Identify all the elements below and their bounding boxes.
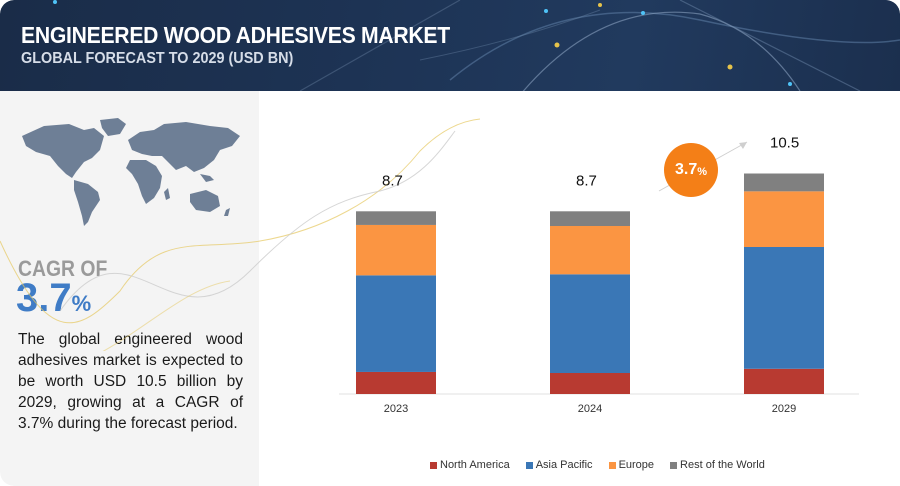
bar-segment-north-america-2023 bbox=[356, 371, 436, 394]
legend-swatch-asia-pacific bbox=[525, 461, 533, 469]
x-tick-label: 2029 bbox=[772, 403, 796, 415]
decorative-curves bbox=[0, 118, 481, 351]
total-label: 10.5 bbox=[770, 135, 799, 152]
total-label: 8.7 bbox=[576, 172, 597, 189]
legend-item: Asia Pacific bbox=[525, 459, 593, 471]
legend-swatch-north-america bbox=[430, 461, 437, 469]
bar-segment-asia-pacific-2029 bbox=[744, 247, 824, 369]
legend-label: Asia Pacific bbox=[535, 459, 593, 471]
x-tick-label: 2024 bbox=[578, 403, 602, 415]
bar-segment-europe-2024 bbox=[550, 226, 630, 275]
bar-segment-rest-of-the-world-2024 bbox=[550, 211, 630, 226]
bar-segment-asia-pacific-2024 bbox=[550, 274, 630, 373]
stacked-bar-chart: 8.7 8.7 10.5 2023 2024 2029 bbox=[339, 135, 859, 415]
bar-segment-europe-2023 bbox=[356, 224, 436, 276]
header-banner: ENGINEERED WOOD ADHESIVES MARKET GLOBAL … bbox=[0, 0, 900, 91]
legend-label: North America bbox=[440, 459, 510, 471]
bar-segment-north-america-2024 bbox=[550, 373, 630, 394]
bar-segment-asia-pacific-2023 bbox=[356, 275, 436, 372]
cagr-value: 3.7% bbox=[16, 276, 91, 321]
cagr-unit: % bbox=[71, 291, 92, 316]
market-description: The global engineered wood adhesives mar… bbox=[18, 331, 243, 432]
cagr-number: 3.7 bbox=[16, 276, 72, 320]
legend-swatch-europe bbox=[608, 461, 616, 469]
badge-value: 3.7 bbox=[674, 161, 698, 178]
chart-legend: North America Asia Pacific Europe Rest o… bbox=[430, 459, 765, 471]
summary-panel: CAGR OF 3.7% The global engineered wood … bbox=[0, 91, 259, 486]
cagr-badge: 3.7% bbox=[664, 143, 718, 197]
legend-item: Europe bbox=[608, 459, 655, 471]
total-label: 8.7 bbox=[382, 172, 403, 189]
growth-arrow-head bbox=[739, 142, 747, 149]
world-map-icon bbox=[22, 118, 240, 226]
legend-item: North America bbox=[430, 459, 510, 471]
page-title: ENGINEERED WOOD ADHESIVES MARKET bbox=[21, 22, 450, 48]
bar-segment-north-america-2029 bbox=[744, 368, 824, 394]
bar-segment-rest-of-the-world-2023 bbox=[356, 211, 436, 225]
legend-swatch-rest-of-world bbox=[670, 461, 678, 469]
page-subtitle: GLOBAL FORECAST TO 2029 (USD BN) bbox=[21, 50, 294, 67]
bar-segment-europe-2029 bbox=[744, 191, 824, 247]
legend-label: Rest of the World bbox=[680, 459, 765, 471]
legend-item: Rest of the World bbox=[670, 459, 765, 471]
x-tick-label: 2023 bbox=[384, 403, 408, 415]
badge-unit: % bbox=[697, 165, 708, 178]
fiber-optic-background bbox=[53, 0, 900, 91]
legend-label: Europe bbox=[618, 459, 655, 471]
bar-segment-rest-of-the-world-2029 bbox=[744, 173, 824, 192]
cagr-label: CAGR OF bbox=[18, 256, 108, 281]
